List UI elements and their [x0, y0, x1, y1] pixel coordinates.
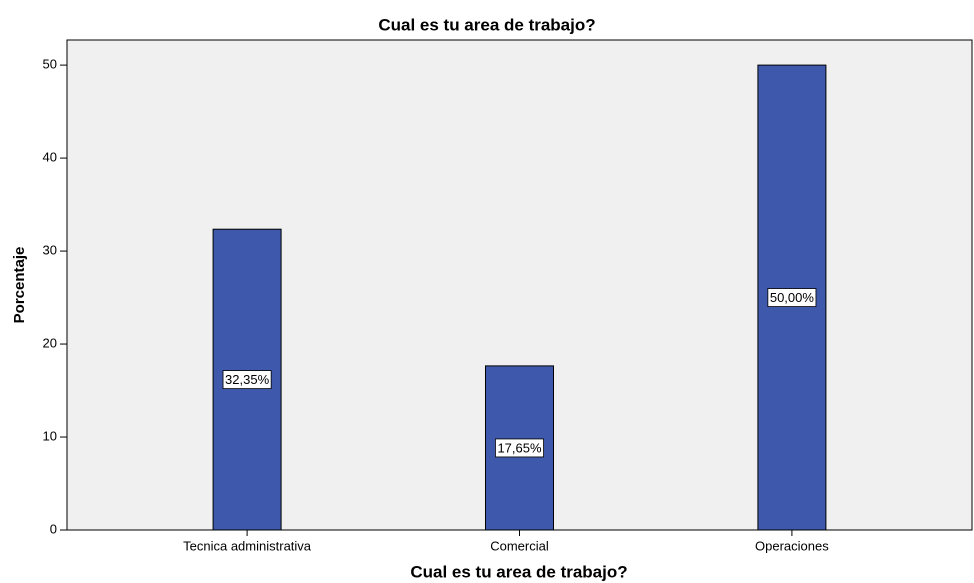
x-axis-label: Cual es tu area de trabajo? [410, 562, 627, 581]
chart-title: Cual es tu area de trabajo? [378, 15, 595, 34]
value-label: 50,00% [770, 290, 815, 305]
value-label-box [767, 288, 817, 307]
y-axis-label: Porcentaje [11, 247, 28, 324]
value-label: 17,65% [497, 440, 542, 455]
x-tick-label: Operaciones [755, 538, 829, 553]
x-tick-label: Tecnica administrativa [183, 538, 312, 553]
y-tick-label: 0 [50, 521, 57, 536]
y-tick-label: 20 [43, 335, 57, 350]
value-label-box [495, 438, 544, 458]
value-label-box [222, 370, 272, 390]
y-tick-label: 10 [43, 428, 57, 443]
value-label: 32,35% [225, 372, 270, 387]
y-tick-label: 30 [43, 243, 57, 258]
x-tick-label: Comercial [490, 538, 549, 553]
y-tick-label: 40 [43, 150, 57, 165]
y-tick-label: 50 [43, 57, 57, 72]
